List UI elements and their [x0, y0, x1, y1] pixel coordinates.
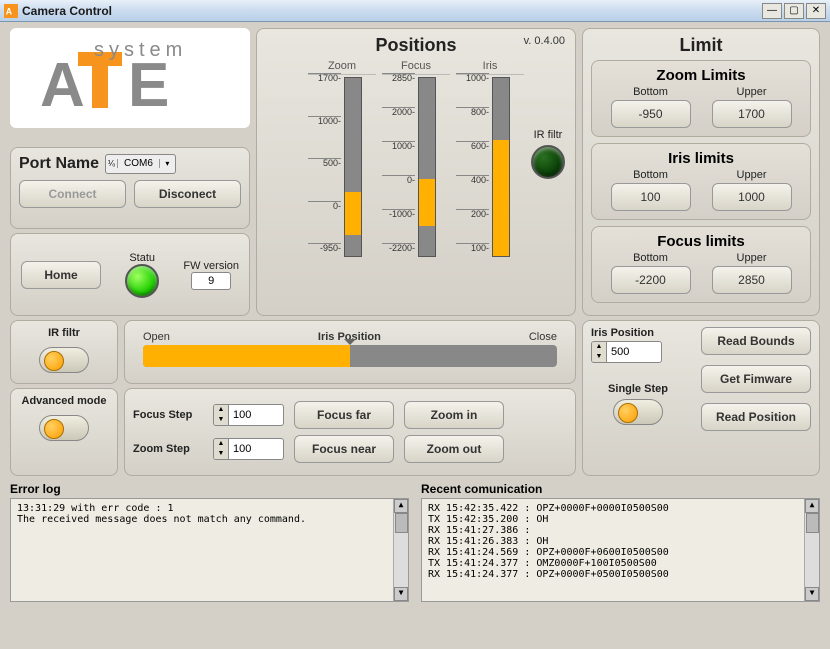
get-firmware-button[interactable]: Get Fimware — [701, 365, 811, 393]
disconnect-button[interactable]: Disconect — [134, 180, 241, 208]
error-log-title: Error log — [10, 482, 409, 496]
limit-panel: Limit Zoom Limits Bottom-950 Upper1700 I… — [582, 28, 820, 316]
log-line: RX 15:41:24.377 : OPZ+0000F+0500I0500S00 — [428, 569, 813, 580]
limit-upper-value[interactable]: 1000 — [712, 183, 792, 211]
positions-title: Positions — [265, 35, 567, 56]
read-position-button[interactable]: Read Position — [701, 403, 811, 431]
positions-panel: Positions v. 0.4.00 Zoom 1700-1000-500-0… — [256, 28, 576, 316]
advanced-mode-toggle[interactable] — [39, 415, 89, 441]
irfiltr-led — [531, 145, 565, 179]
gauge-focus: Focus 2850-2000-1000-0--1000--2200- — [382, 60, 450, 257]
limit-upper-value[interactable]: 1700 — [712, 100, 792, 128]
log-line: TX 15:41:24.377 : OMZ0000F+100I0500S00 — [428, 558, 813, 569]
log-line: TX 15:42:35.200 : OH — [428, 514, 813, 525]
log-line: RX 15:41:26.383 : OH — [428, 536, 813, 547]
zoom-out-button[interactable]: Zoom out — [404, 435, 504, 463]
irfiltr-toggle-label: IR filtr — [19, 327, 109, 339]
iris-position-spinner[interactable]: ▲▼ — [591, 341, 685, 363]
advanced-mode-label: Advanced mode — [19, 395, 109, 407]
up-icon[interactable]: ▲ — [592, 342, 606, 352]
limit-bottom-value[interactable]: -2200 — [611, 266, 691, 294]
focus-near-button[interactable]: Focus near — [294, 435, 394, 463]
down-icon[interactable]: ▼ — [214, 449, 228, 459]
maximize-button[interactable]: ▢ — [784, 3, 804, 19]
home-button[interactable]: Home — [21, 261, 101, 289]
gauge-iris: Iris 1000-800-600-400-200-100- — [456, 60, 524, 257]
single-step-toggle[interactable] — [613, 399, 663, 425]
port-combo[interactable]: ⅟₀ COM6 ▾ — [105, 154, 176, 174]
close-button[interactable]: ✕ — [806, 3, 826, 19]
port-value: COM6 — [118, 158, 159, 169]
iris-close-label: Close — [529, 331, 557, 343]
focus-step-spinner[interactable]: ▲▼ — [213, 404, 284, 426]
focus-far-button[interactable]: Focus far — [294, 401, 394, 429]
irfiltr-toggle-panel: IR filtr — [10, 320, 118, 384]
iris-position-input[interactable] — [606, 341, 662, 363]
up-icon[interactable]: ▲ — [214, 439, 228, 449]
scrollbar[interactable]: ▲▼ — [393, 499, 408, 601]
scrollbar[interactable]: ▲▼ — [804, 499, 819, 601]
down-icon[interactable]: ▼ — [214, 415, 228, 425]
gauge-zoom: Zoom 1700-1000-500-0--950- — [308, 60, 376, 257]
titlebar: A Camera Control — ▢ ✕ — [0, 0, 830, 22]
read-bounds-button[interactable]: Read Bounds — [701, 327, 811, 355]
connect-button[interactable]: Connect — [19, 180, 126, 208]
recent-comm-title: Recent comunication — [421, 482, 820, 496]
limit-upper-value[interactable]: 2850 — [712, 266, 792, 294]
status-panel: Home Statu FW version 9 — [10, 233, 250, 316]
recent-comm-log[interactable]: RX 15:42:35.422 : OPZ+0000F+0000I0500S00… — [421, 498, 820, 602]
single-step-label: Single Step — [591, 383, 685, 395]
focus-step-label: Focus Step — [133, 409, 203, 421]
limit-bottom-value[interactable]: 100 — [611, 183, 691, 211]
error-log[interactable]: 13:31:29 with err code : 1The received m… — [10, 498, 409, 602]
zoom-in-button[interactable]: Zoom in — [404, 401, 504, 429]
limit-group: Focus limits Bottom-2200 Upper2850 — [591, 226, 811, 303]
down-icon[interactable]: ▼ — [592, 352, 606, 362]
status-led — [125, 264, 159, 298]
right-controls-panel: Iris Position ▲▼ Single Step Read Bounds… — [582, 320, 820, 476]
svg-text:system: system — [94, 39, 187, 61]
zoom-step-label: Zoom Step — [133, 443, 203, 455]
zoom-step-input[interactable] — [228, 438, 284, 460]
iris-slider-panel: Open Iris Position Close — [124, 320, 576, 384]
log-line: RX 15:41:24.569 : OPZ+0000F+0600I0500S00 — [428, 547, 813, 558]
port-panel: Port Name ⅟₀ COM6 ▾ Connect Disconect — [10, 147, 250, 230]
zoom-step-spinner[interactable]: ▲▼ — [213, 438, 284, 460]
status-label: Statu — [125, 252, 159, 264]
fw-version-label: FW version — [183, 260, 239, 272]
iris-slider[interactable] — [143, 345, 557, 367]
chevron-down-icon[interactable]: ▾ — [159, 159, 175, 168]
log-line: RX 15:42:35.422 : OPZ+0000F+0000I0500S00 — [428, 503, 813, 514]
iris-open-label: Open — [143, 331, 170, 343]
limit-group: Zoom Limits Bottom-950 Upper1700 — [591, 60, 811, 137]
minimize-button[interactable]: — — [762, 3, 782, 19]
app-icon: A — [4, 4, 18, 18]
iris-position-ctrl-label: Iris Position — [591, 327, 685, 339]
limit-title: Limit — [591, 35, 811, 56]
log-line: 13:31:29 with err code : 1 — [17, 503, 402, 514]
irfiltr-toggle[interactable] — [39, 347, 89, 373]
limit-group: Iris limits Bottom100 Upper1000 — [591, 143, 811, 220]
positions-version: v. 0.4.00 — [524, 35, 565, 47]
log-line: The received message does not match any … — [17, 514, 402, 525]
steps-panel: Focus Step ▲▼ Focus far Zoom in Zoom Ste… — [124, 388, 576, 476]
fw-version-value: 9 — [191, 272, 231, 290]
log-line: RX 15:41:27.386 : — [428, 525, 813, 536]
svg-text:A: A — [6, 6, 13, 16]
advanced-mode-panel: Advanced mode — [10, 388, 118, 476]
up-icon[interactable]: ▲ — [214, 405, 228, 415]
limit-bottom-value[interactable]: -950 — [611, 100, 691, 128]
port-name-label: Port Name — [19, 155, 99, 173]
focus-step-input[interactable] — [228, 404, 284, 426]
logo: A E system — [10, 28, 250, 128]
irfiltr-led-label: IR filtr — [531, 129, 565, 141]
svg-text:E: E — [128, 51, 169, 118]
window-title: Camera Control — [22, 4, 112, 18]
